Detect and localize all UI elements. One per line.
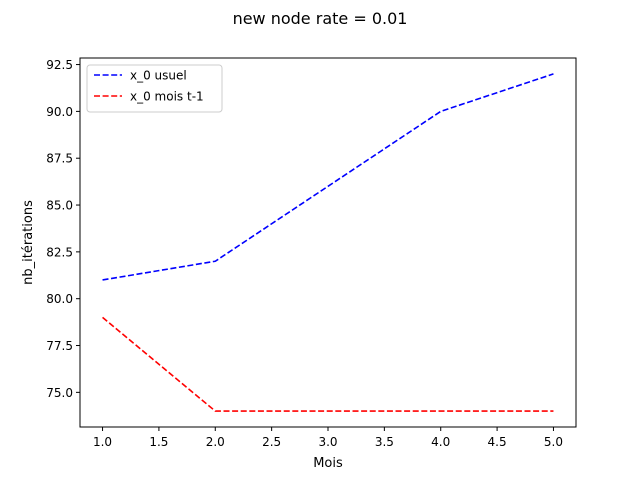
x-tick-label: 1.0 (93, 435, 112, 449)
x-tick-label: 3.5 (375, 435, 394, 449)
legend-label: x_0 mois t-1 (130, 90, 204, 104)
series-line (102, 73, 554, 281)
x-tick-label: 2.0 (206, 435, 225, 449)
y-tick-label: 92.5 (46, 58, 73, 72)
y-tick-label: 77.5 (46, 339, 73, 353)
axes-frame (79, 57, 577, 428)
y-tick-label: 85.0 (46, 199, 73, 213)
x-tick-label: 4.0 (431, 435, 450, 449)
series-line (102, 316, 554, 412)
plot-area (102, 73, 554, 412)
y-tick-label: 90.0 (46, 105, 73, 119)
y-axis-label: nb_itérations (21, 200, 36, 285)
x-axis-label: Mois (313, 456, 343, 471)
legend-box (86, 64, 223, 113)
legend-label: x_0 usuel (130, 69, 187, 83)
x-tick-label: 4.5 (488, 435, 507, 449)
x-tick-label: 2.5 (262, 435, 281, 449)
y-tick-label: 75.0 (46, 386, 73, 400)
y-tick-label: 80.0 (46, 292, 73, 306)
x-tick-label: 3.0 (318, 435, 337, 449)
x-tick-label: 5.0 (544, 435, 563, 449)
y-tick-label: 87.5 (46, 152, 73, 166)
legend: x_0 usuel x_0 mois t-1 (86, 64, 223, 113)
x-tick-label: 1.5 (149, 435, 168, 449)
y-tick-label: 82.5 (46, 245, 73, 259)
chart-title: new node rate = 0.01 (233, 9, 408, 28)
